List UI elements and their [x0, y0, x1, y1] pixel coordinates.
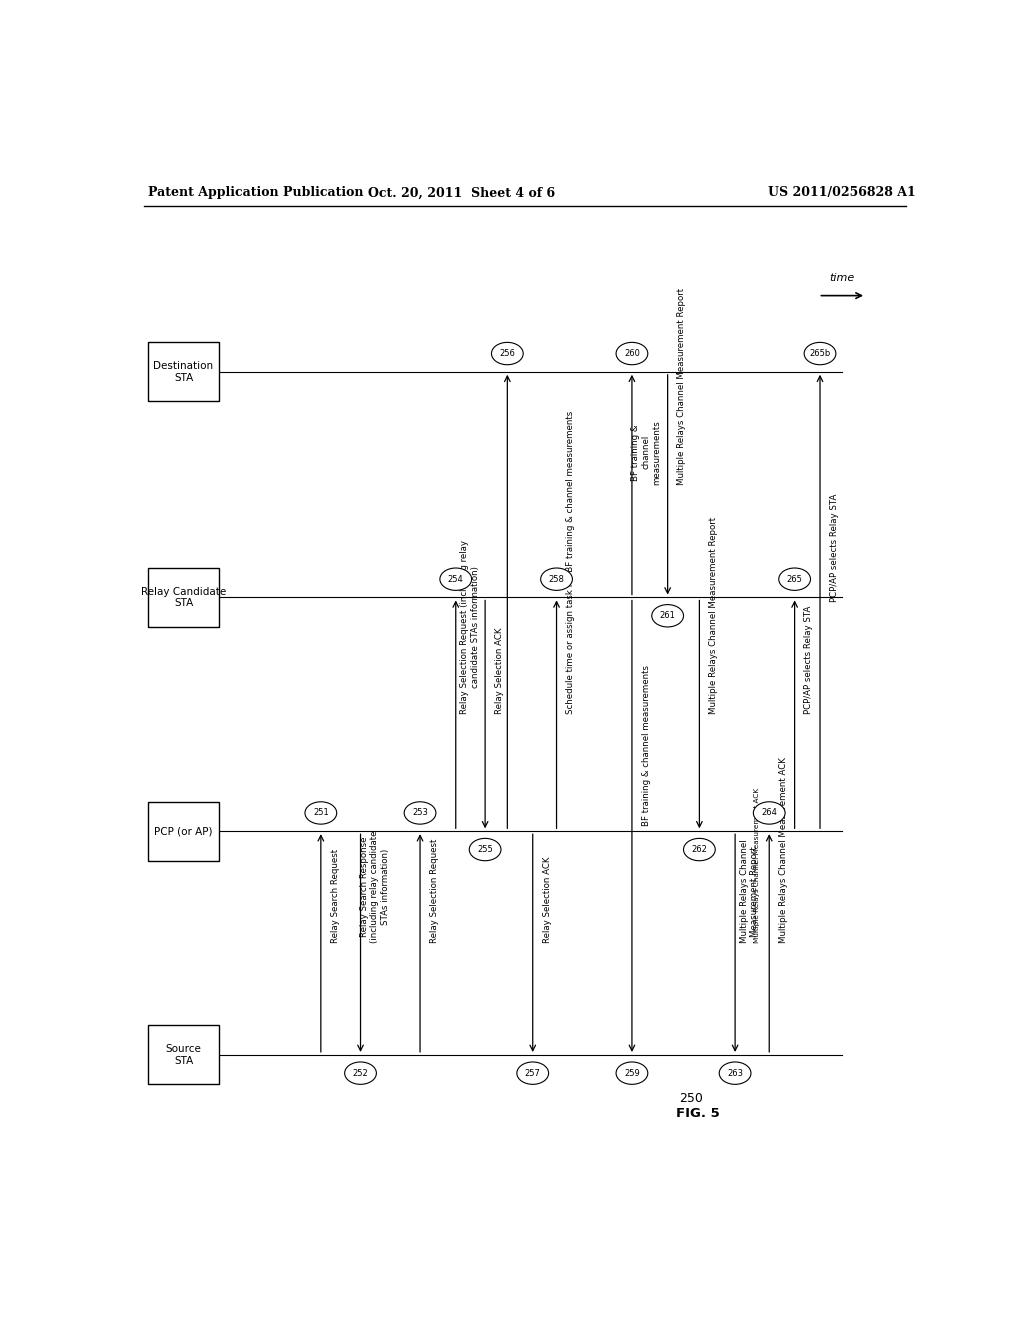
Text: BF training &
channel
measurements: BF training & channel measurements	[632, 420, 662, 484]
Ellipse shape	[754, 801, 785, 824]
Text: Relay Selection Request: Relay Selection Request	[430, 838, 439, 942]
Text: 255: 255	[477, 845, 493, 854]
Ellipse shape	[440, 568, 472, 590]
Text: 251: 251	[313, 808, 329, 817]
Text: Schedule time or assign task for BF training & channel measurements: Schedule time or assign task for BF trai…	[566, 411, 575, 714]
Text: Multiple Relays Channel Measurement ACK: Multiple Relays Channel Measurement ACK	[754, 788, 760, 942]
Text: Relay Candidate
STA: Relay Candidate STA	[141, 586, 226, 609]
Text: 250: 250	[680, 1092, 703, 1105]
Ellipse shape	[616, 342, 648, 364]
Ellipse shape	[517, 1063, 549, 1084]
Text: Multiple Relays Channel Measurement Report: Multiple Relays Channel Measurement Repo…	[678, 288, 686, 484]
Text: 252: 252	[352, 1069, 369, 1077]
Text: Destination
STA: Destination STA	[154, 362, 214, 383]
Ellipse shape	[492, 342, 523, 364]
Ellipse shape	[305, 801, 337, 824]
Text: Source
STA: Source STA	[166, 1044, 202, 1065]
Ellipse shape	[616, 1063, 648, 1084]
Ellipse shape	[652, 605, 684, 627]
Text: time: time	[829, 273, 855, 284]
Ellipse shape	[345, 1063, 377, 1084]
Text: Oct. 20, 2011  Sheet 4 of 6: Oct. 20, 2011 Sheet 4 of 6	[368, 186, 555, 199]
Text: 254: 254	[447, 574, 464, 583]
Text: FIG. 5: FIG. 5	[676, 1107, 719, 1121]
Text: 253: 253	[412, 808, 428, 817]
Text: Relay Search Response
(including relay candidate
STAs information): Relay Search Response (including relay c…	[359, 830, 390, 942]
Ellipse shape	[404, 801, 436, 824]
Bar	[147, 342, 219, 401]
Ellipse shape	[541, 568, 572, 590]
Text: Patent Application Publication: Patent Application Publication	[147, 186, 364, 199]
Text: 265b: 265b	[809, 348, 830, 358]
Ellipse shape	[719, 1063, 751, 1084]
Text: PCP (or AP): PCP (or AP)	[155, 826, 213, 837]
Text: PCP/AP selects Relay STA: PCP/AP selects Relay STA	[805, 606, 813, 714]
Text: 257: 257	[524, 1069, 541, 1077]
Text: Multiple Relays Channel Measurement Report: Multiple Relays Channel Measurement Repo…	[710, 517, 718, 714]
Bar	[147, 568, 219, 627]
Ellipse shape	[779, 568, 811, 590]
Text: Relay Selection ACK: Relay Selection ACK	[543, 857, 552, 942]
Text: Multiple Relays Channel Measurement ACK: Multiple Relays Channel Measurement ACK	[779, 758, 788, 942]
Text: US 2011/0256828 A1: US 2011/0256828 A1	[768, 186, 916, 199]
Text: Relay Selection Request (including relay
candidate STAs information): Relay Selection Request (including relay…	[461, 540, 479, 714]
Text: 260: 260	[624, 348, 640, 358]
Text: 265: 265	[786, 574, 803, 583]
Text: 262: 262	[691, 845, 708, 854]
Ellipse shape	[469, 838, 501, 861]
Ellipse shape	[804, 342, 836, 364]
Text: PCP/AP selects Relay STA: PCP/AP selects Relay STA	[829, 494, 839, 602]
Bar	[147, 801, 219, 861]
Text: BF training & channel measurements: BF training & channel measurements	[642, 665, 650, 826]
Bar	[147, 1026, 219, 1084]
Text: 263: 263	[727, 1069, 743, 1077]
Text: 264: 264	[761, 808, 777, 817]
Text: Relay Search Request: Relay Search Request	[331, 849, 340, 942]
Text: 261: 261	[659, 611, 676, 620]
Text: 258: 258	[549, 574, 564, 583]
Text: Multiple Relays Channel
Measurement Report: Multiple Relays Channel Measurement Repo…	[739, 840, 759, 942]
Text: 256: 256	[500, 348, 515, 358]
Ellipse shape	[684, 838, 715, 861]
Text: Relay Selection ACK: Relay Selection ACK	[495, 628, 504, 714]
Text: 259: 259	[624, 1069, 640, 1077]
